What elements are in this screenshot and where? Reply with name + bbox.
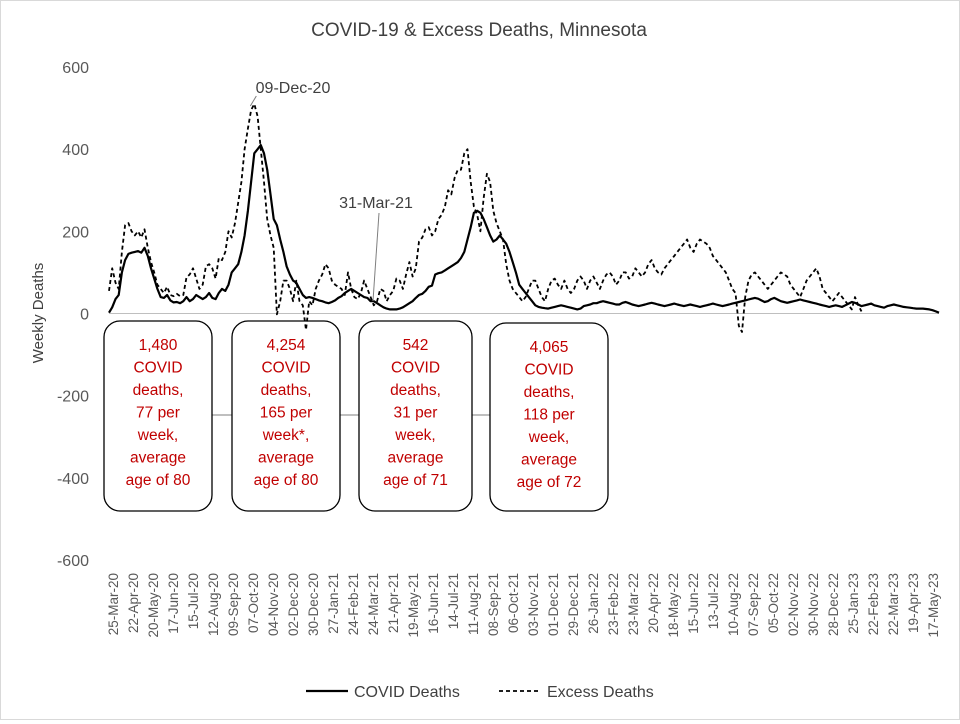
- y-tick-label: -600: [57, 553, 89, 570]
- x-tick-label: 08-Sep-21: [486, 573, 501, 636]
- callout-box-border: [358, 320, 473, 512]
- y-tick-label: -200: [57, 389, 89, 406]
- x-tick-label: 26-Jan-22: [586, 573, 601, 634]
- callout-text-line: COVID: [524, 362, 573, 379]
- callout-text-line: average: [521, 452, 577, 469]
- callout-text-line: week,: [137, 427, 179, 444]
- x-tick-label: 01-Dec-21: [546, 573, 561, 636]
- x-tick-label: 14-Jul-21: [446, 573, 461, 629]
- callout-text-line: 165 per: [260, 405, 313, 422]
- x-tick-label: 09-Sep-20: [226, 573, 241, 636]
- callout-text-line: 4,065: [530, 339, 569, 356]
- callout-box: 1,480 COVID deaths, 77 per week, average age o…: [103, 320, 213, 512]
- callout-text-line: deaths,: [133, 382, 184, 399]
- callout-text-line: 77 per: [136, 405, 180, 422]
- x-tick-label: 07-Oct-20: [246, 573, 261, 633]
- callout-box: 542 COVID deaths, 31 per week, average age of …: [358, 320, 473, 512]
- callout-box-border: [489, 322, 609, 512]
- x-tick-label: 22-Feb-23: [866, 573, 881, 635]
- callout-text-line: deaths,: [261, 382, 312, 399]
- x-tick-label: 19-May-21: [406, 573, 421, 638]
- annotation-leader-line: [249, 95, 257, 107]
- x-tick-label: 13-Jul-22: [706, 573, 721, 629]
- annotation-trough-label: 31-Mar-21: [339, 195, 413, 212]
- legend-excess-label: Excess Deaths: [547, 684, 654, 701]
- y-tick-label: -400: [57, 471, 89, 488]
- x-tick-label: 12-Aug-20: [206, 573, 221, 636]
- x-tick-label: 23-Feb-22: [606, 573, 621, 635]
- y-axis-label: Weekly Deaths: [30, 263, 47, 364]
- chart-title: COVID-19 & Excess Deaths, Minnesota: [311, 20, 647, 41]
- covid-deaths-line: [108, 144, 940, 314]
- excess-deaths-line: [108, 103, 863, 333]
- callout-text-line: COVID: [133, 360, 182, 377]
- x-tick-label: 17-Jun-20: [166, 573, 181, 634]
- callout-box: 4,254 COVID deaths, 165 per week*, average age…: [231, 320, 341, 512]
- x-tick-label: 11-Aug-21: [466, 573, 481, 635]
- callout-text-line: 1,480: [139, 337, 178, 354]
- x-tick-label: 25-Jan-23: [846, 573, 861, 634]
- x-tick-label: 02-Dec-20: [286, 573, 301, 636]
- x-tick-label: 30-Nov-22: [806, 573, 821, 636]
- x-tick-label: 10-Aug-22: [726, 573, 741, 636]
- callout-text-line: deaths,: [524, 384, 575, 401]
- x-tick-label: 23-Mar-22: [626, 573, 641, 635]
- y-tick-label: 600: [62, 60, 89, 77]
- x-tick-label: 06-Oct-21: [506, 573, 521, 633]
- x-tick-label: 16-Jun-21: [426, 573, 441, 634]
- x-tick-label: 20-Apr-22: [646, 573, 661, 633]
- callout-text-line: average: [258, 450, 314, 467]
- y-tick-label: 400: [62, 142, 89, 159]
- callout-text-line: 118 per: [523, 407, 574, 424]
- x-tick-label: 05-Oct-22: [766, 573, 781, 633]
- callout-text-line: 542: [403, 337, 429, 354]
- callout-box-border: [231, 320, 341, 512]
- callout-text-line: week,: [528, 429, 570, 446]
- callout-text-line: COVID: [261, 360, 310, 377]
- x-tick-label: 25-Mar-20: [106, 573, 121, 635]
- callout-text-line: average: [130, 450, 186, 467]
- x-tick-label: 24-Mar-21: [366, 573, 381, 635]
- callout-text-line: week,: [394, 427, 436, 444]
- x-tick-label: 18-May-22: [666, 573, 681, 638]
- callout-text-line: age of 71: [383, 472, 448, 489]
- callout-text-line: deaths,: [390, 382, 441, 399]
- y-tick-label: 200: [62, 224, 89, 241]
- x-tick-label: 20-May-20: [146, 573, 161, 638]
- x-tick-label: 02-Nov-22: [786, 573, 801, 636]
- callout-text-line: week*,: [262, 427, 310, 444]
- x-tick-label: 22-Apr-20: [126, 573, 141, 633]
- callout-text-line: 4,254: [267, 337, 306, 354]
- y-tick-label: 0: [80, 307, 89, 324]
- legend: COVID Deaths Excess Deaths: [306, 684, 654, 701]
- x-tick-label: 04-Nov-20: [266, 573, 281, 636]
- callout-box-border: [103, 320, 213, 512]
- x-tick-label: 28-Dec-22: [826, 573, 841, 636]
- callout-text-line: age of 72: [517, 474, 582, 491]
- x-tick-label: 21-Apr-21: [386, 573, 401, 633]
- callout-text-line: age of 80: [254, 472, 319, 489]
- callout-text-line: average: [387, 450, 443, 467]
- annotation-peak-label: 09-Dec-20: [256, 80, 331, 97]
- x-tick-label: 22-Mar-23: [886, 573, 901, 635]
- x-tick-label: 03-Nov-21: [526, 573, 541, 636]
- x-tick-label: 24-Feb-21: [346, 573, 361, 635]
- annotation-leader-line: [372, 212, 380, 302]
- x-tick-label: 29-Dec-21: [566, 573, 581, 636]
- callout-text-line: 31 per: [394, 405, 438, 422]
- x-tick-label: 15-Jun-22: [686, 573, 701, 634]
- legend-covid-label: COVID Deaths: [354, 684, 460, 701]
- callout-box: 4,065 COVID deaths, 118 per week, average age …: [489, 322, 609, 512]
- callout-text-line: COVID: [391, 360, 440, 377]
- x-tick-label: 27-Jan-21: [326, 573, 341, 634]
- x-tick-label: 19-Apr-23: [906, 573, 921, 633]
- plot-area: 600 400 200 0 -200 -400 -600 25-Mar-20 22-Apr-20…: [57, 60, 941, 701]
- callout-text-line: age of 80: [126, 472, 191, 489]
- x-tick-label: 17-May-23: [926, 573, 941, 638]
- x-tick-label: 15-Jul-20: [186, 573, 201, 629]
- x-tick-label: 07-Sep-22: [746, 573, 761, 636]
- x-tick-label: 30-Dec-20: [306, 573, 321, 636]
